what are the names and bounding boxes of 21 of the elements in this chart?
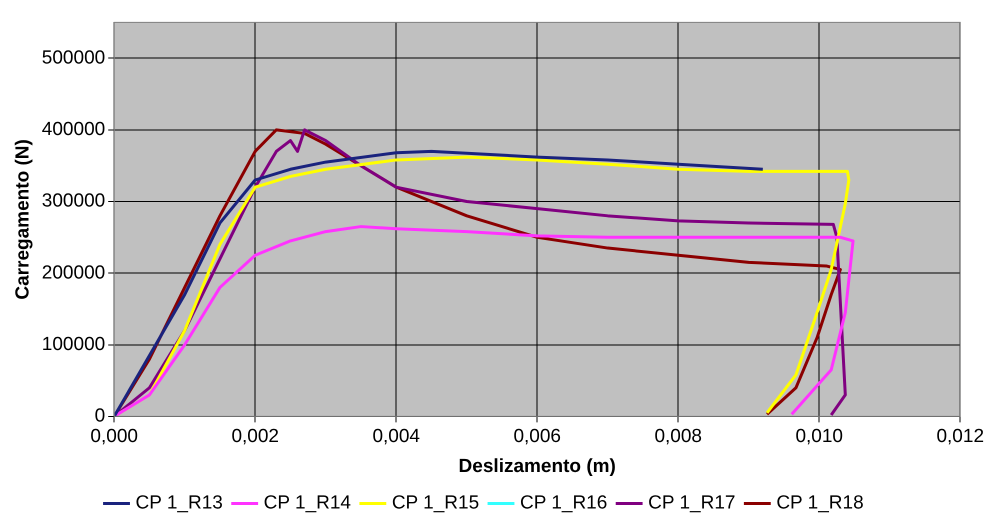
y-tick-label: 300000	[42, 190, 106, 212]
x-tick-label: 0,000	[90, 426, 138, 448]
x-tick-label: 0,012	[936, 426, 984, 448]
x-tick-label: 0,006	[513, 426, 561, 448]
legend-label: CP 1_R13	[136, 492, 223, 514]
legend-label: CP 1_R15	[392, 492, 480, 514]
y-tick-label: 100000	[42, 334, 106, 355]
legend-label: CP 1_R14	[264, 492, 352, 514]
y-tick-label: 0	[94, 406, 106, 427]
x-tick-label: 0,004	[372, 426, 420, 448]
y-tick-label: 200000	[42, 262, 106, 284]
x-tick-label: 0,008	[654, 426, 702, 448]
x-axis-title: Deslizamento (m)	[458, 456, 616, 477]
legend-label: CP 1_R17	[648, 492, 736, 514]
y-axis-title: Carregamento (N)	[12, 139, 34, 300]
legend-label: CP 1_R18	[776, 492, 864, 514]
legend-label: CP 1_R16	[520, 492, 608, 514]
y-tick-label: 500000	[42, 47, 106, 68]
x-tick-label: 0,010	[795, 426, 843, 448]
x-tick-label: 0,002	[231, 426, 279, 448]
y-tick-label: 400000	[42, 119, 106, 140]
